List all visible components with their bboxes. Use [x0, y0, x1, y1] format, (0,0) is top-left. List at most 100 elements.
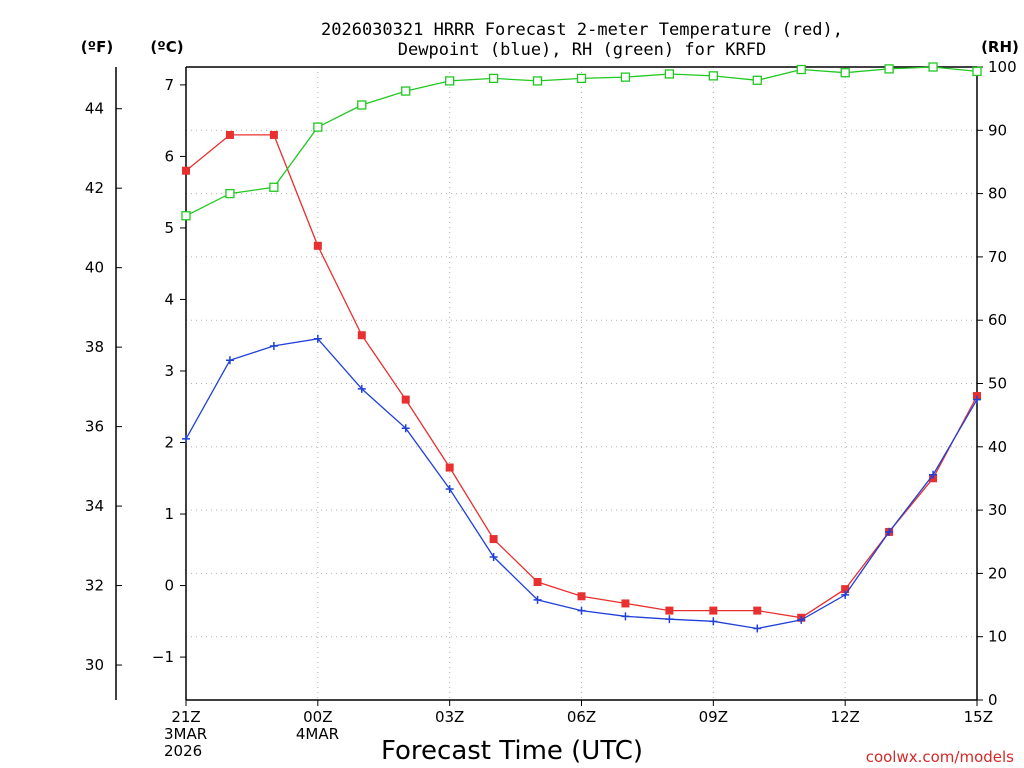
chart-title-line2: Dewpoint (blue), RH (green) for KRFD: [398, 40, 766, 60]
x-tick-label: 03Z: [435, 708, 464, 726]
celsius-tick-label: 5: [164, 219, 174, 237]
celsius-tick-label: 4: [164, 290, 174, 308]
rh-point: [225, 188, 235, 199]
temperature-point: [577, 592, 586, 601]
dewpoint-point: [269, 341, 278, 350]
temperature-point: [182, 166, 190, 175]
temperature-point: [533, 577, 542, 586]
temperature-point: [709, 606, 718, 615]
x-tick-label: 21Z: [171, 708, 200, 726]
x-tick-label: 09Z: [699, 708, 728, 726]
x-axis-label: Forecast Time (UTC): [381, 736, 643, 766]
fahrenheit-tick-label: 42: [85, 179, 104, 197]
x-tick-label: 15Z: [964, 708, 993, 726]
fahrenheit-tick-label: 36: [85, 418, 104, 436]
dewpoint-point: [313, 334, 322, 343]
celsius-tick-label: −1: [152, 648, 174, 666]
temperature-point: [445, 463, 454, 472]
temperature-point: [357, 331, 366, 340]
celsius-tick-label: 1: [164, 505, 174, 523]
rh-tick-label: 50: [988, 375, 1007, 393]
celsius-tick-label: 3: [164, 362, 174, 380]
rh-tick-label: 40: [988, 438, 1007, 456]
celsius-tick-label: 0: [164, 577, 174, 595]
dewpoint-point: [973, 395, 981, 404]
dewpoint-point: [182, 434, 190, 443]
rh-point: [928, 62, 938, 72]
x-tick-label: 12Z: [830, 708, 859, 726]
x-tick-label: 3MAR: [164, 725, 207, 743]
celsius-unit-label: (ºC): [150, 38, 183, 56]
rh-point: [664, 69, 675, 79]
rh-point: [576, 73, 587, 84]
temperature-point: [621, 599, 630, 608]
dewpoint-point: [929, 470, 938, 479]
rh-point: [708, 71, 718, 81]
x-tick-label: 00Z: [303, 708, 332, 726]
temperature-point: [665, 606, 674, 615]
rh-tick-label: 20: [988, 564, 1007, 582]
x-tick-label: 06Z: [567, 708, 596, 726]
fahrenheit-tick-label: 44: [85, 100, 104, 118]
temperature-point: [489, 535, 498, 544]
temperature-point: [841, 585, 850, 594]
x-tick-label: 4MAR: [296, 725, 339, 743]
grid-lines: [185, 66, 978, 701]
temperature-point: [401, 395, 410, 404]
dewpoint-point: [445, 485, 454, 493]
temperature-point: [269, 130, 278, 139]
dewpoint-point: [753, 624, 762, 633]
rh-point: [620, 72, 631, 82]
dewpoint-point: [533, 595, 542, 604]
dewpoint-point: [621, 612, 630, 621]
rh-point: [181, 211, 191, 221]
dewpoint-point: [357, 384, 366, 393]
rh-point: [445, 76, 455, 86]
dewpoint-point: [841, 590, 850, 599]
celsius-tick-label: 7: [164, 76, 174, 94]
fahrenheit-tick-label: 38: [85, 338, 104, 356]
rh-point: [752, 75, 762, 85]
temperature-point: [753, 606, 762, 615]
x-tick-label: 2026: [164, 742, 202, 760]
rh-point: [796, 64, 806, 75]
dewpoint-point: [709, 617, 718, 626]
temperature-point: [225, 130, 234, 139]
credit-text: coolwx.com/models: [866, 748, 1014, 766]
dewpoint-point: [489, 552, 498, 561]
rh-point: [313, 122, 323, 132]
rh-tick-label: 0: [988, 691, 998, 709]
rh-point: [884, 64, 894, 74]
fahrenheit-tick-label: 30: [85, 656, 104, 674]
dewpoint-point: [885, 527, 894, 536]
rh-point: [269, 182, 279, 192]
rh-point: [401, 86, 411, 96]
fahrenheit-tick-label: 34: [85, 497, 104, 515]
rh-tick-label: 60: [988, 311, 1007, 329]
rh-point: [972, 66, 982, 77]
dewpoint-point: [665, 615, 674, 624]
rh-tick-label: 100: [988, 58, 1017, 76]
celsius-tick-label: 6: [164, 147, 174, 165]
tick-labels: −101234567303234363840424401020304050607…: [85, 58, 1017, 760]
rh-tick-label: 80: [988, 185, 1007, 203]
rh-point: [357, 100, 367, 110]
axes: [115, 66, 983, 706]
fahrenheit-tick-label: 32: [85, 577, 104, 595]
temperature-point: [313, 241, 322, 250]
chart-title-line1: 2026030321 HRRR Forecast 2-meter Tempera…: [321, 20, 843, 40]
rh-tick-label: 70: [988, 248, 1007, 266]
dewpoint-point: [797, 615, 806, 624]
rh-tick-label: 30: [988, 501, 1007, 519]
rh-point: [840, 68, 850, 78]
fahrenheit-tick-label: 40: [85, 259, 104, 277]
rh-unit-label: (RH): [981, 38, 1019, 56]
dewpoint-point: [577, 606, 586, 615]
rh-tick-label: 10: [988, 628, 1007, 646]
dewpoint-point: [225, 356, 234, 365]
rh-tick-label: 90: [988, 121, 1007, 139]
celsius-tick-label: 2: [164, 434, 174, 452]
fahrenheit-unit-label: (ºF): [81, 38, 113, 56]
dewpoint-point: [401, 424, 410, 433]
